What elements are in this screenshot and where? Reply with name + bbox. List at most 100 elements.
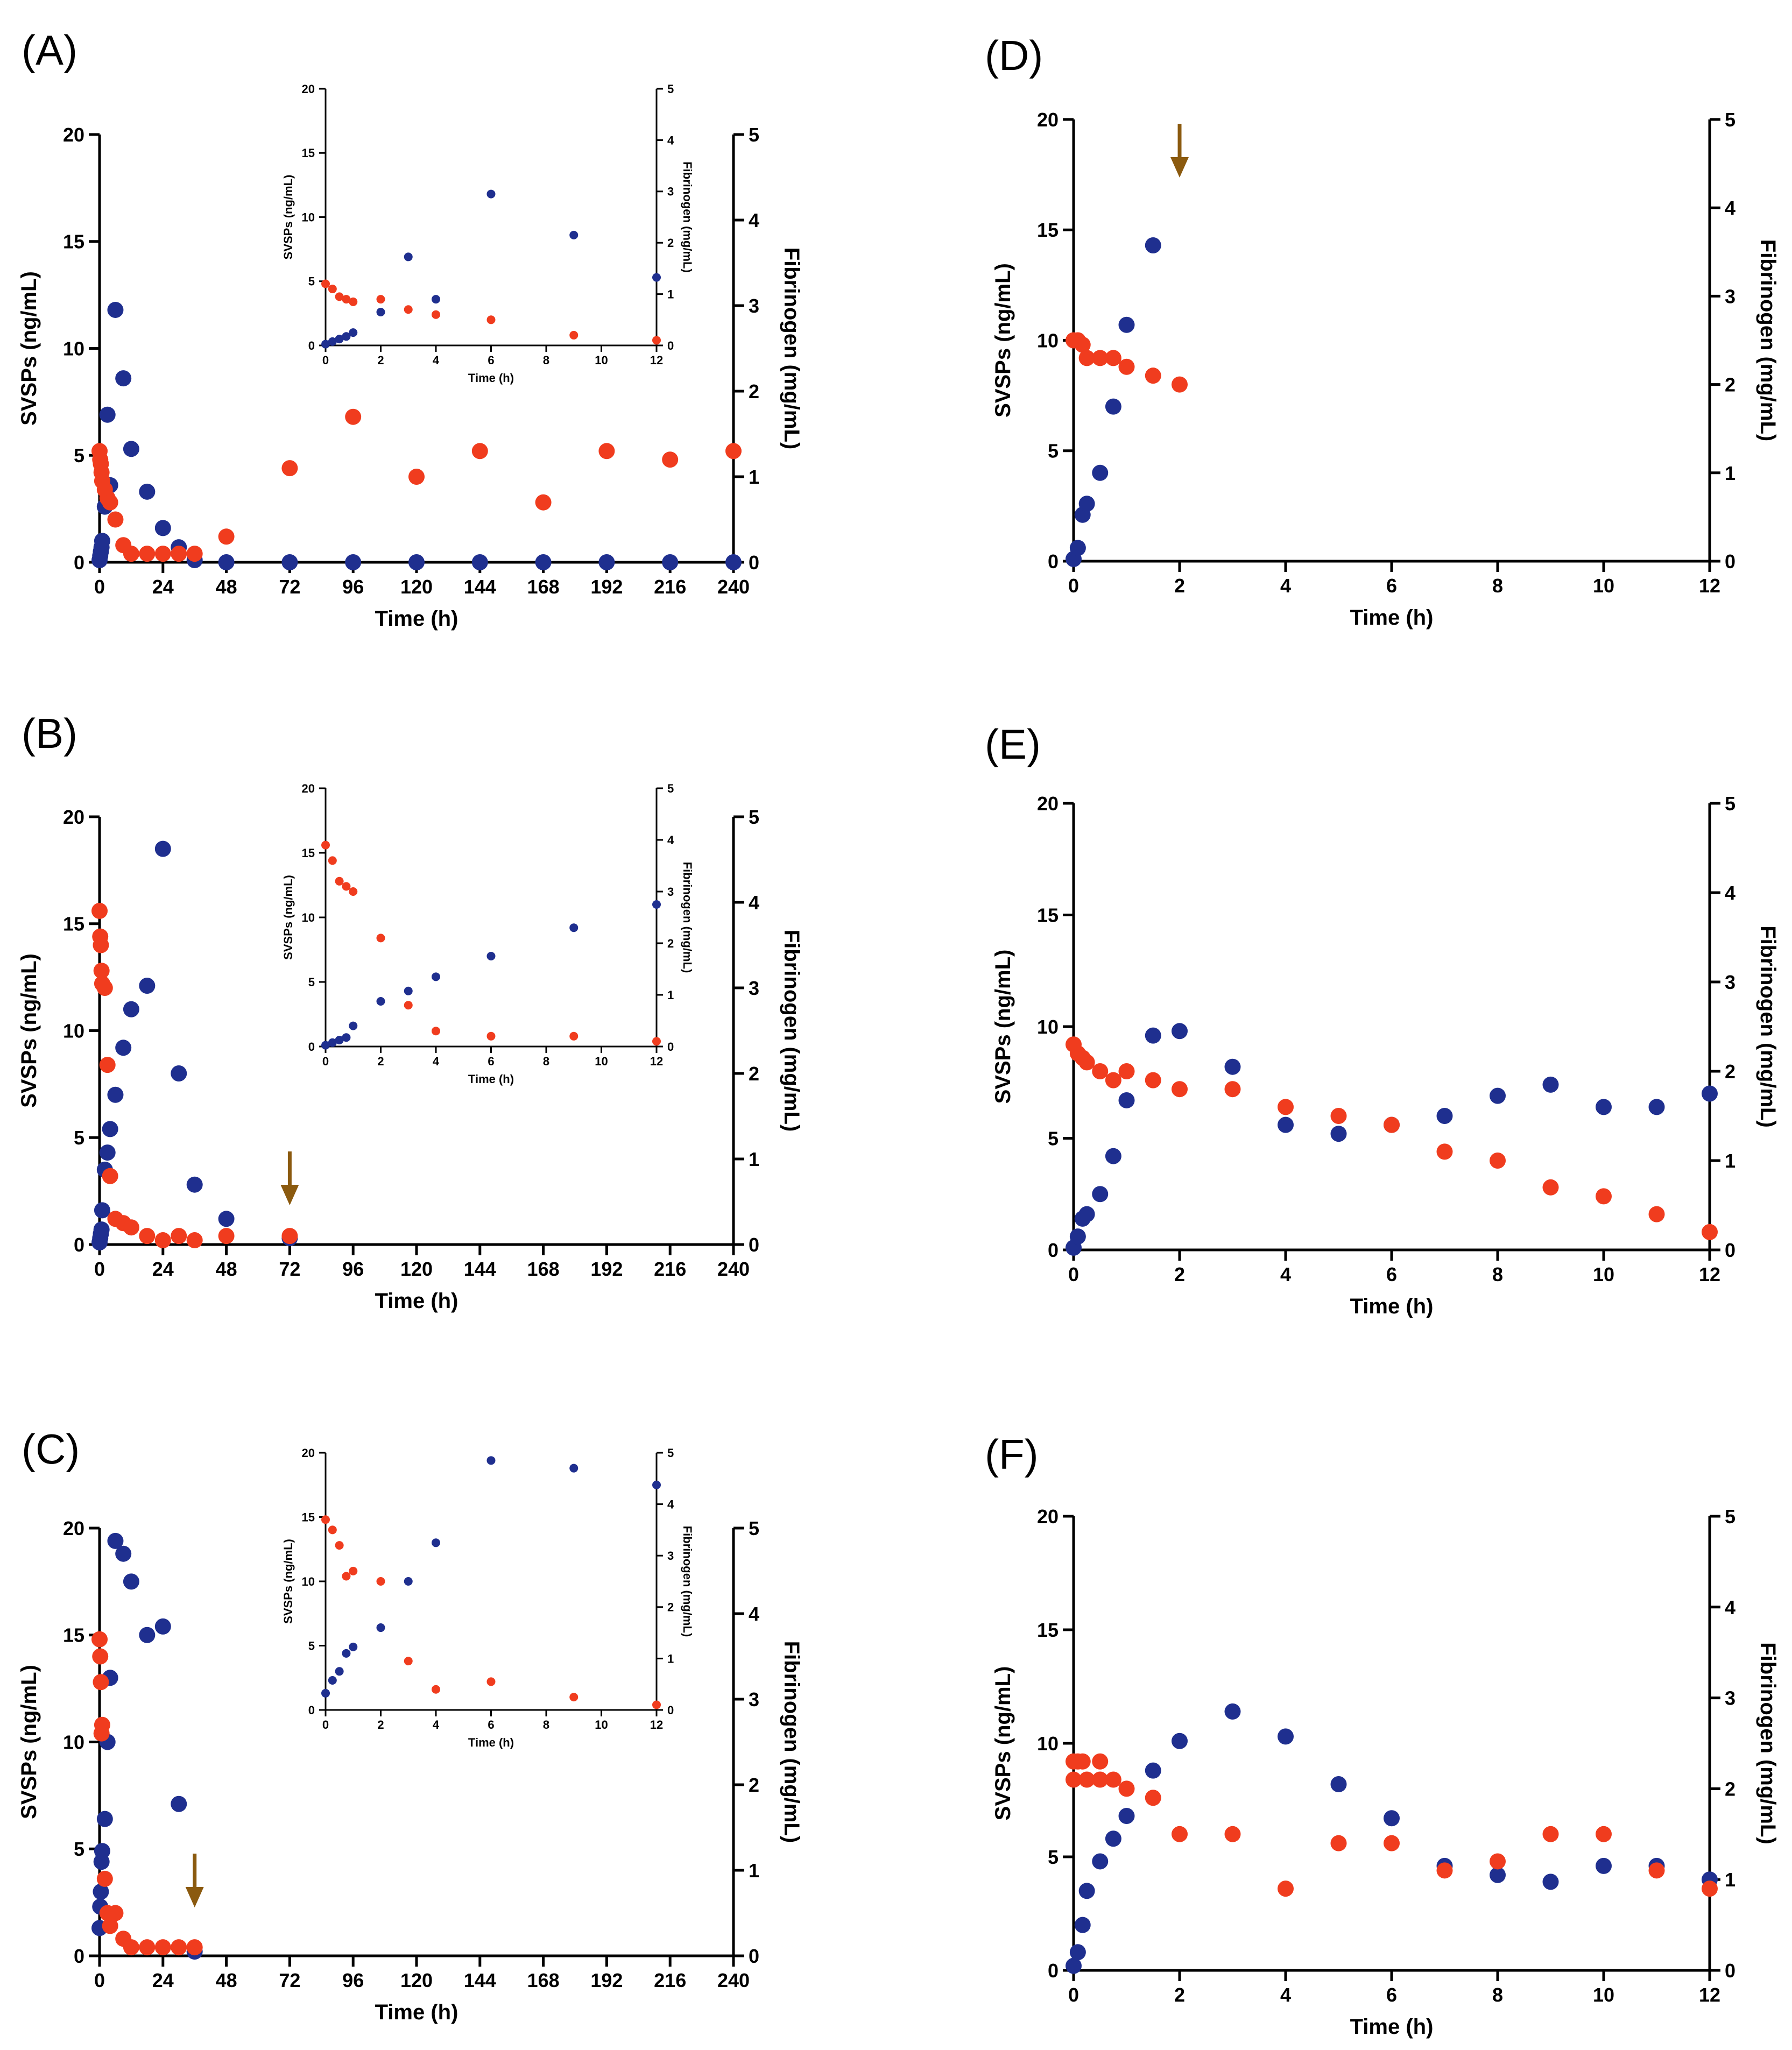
- svsps-point: [93, 1883, 109, 1900]
- x-tick-label: 10: [1593, 1263, 1614, 1285]
- svsps-point: [376, 307, 385, 316]
- fibrinogen-point: [96, 1870, 113, 1887]
- fibrinogen-point: [1436, 1143, 1453, 1160]
- x-tick-label: 12: [650, 1055, 663, 1068]
- x-axis-title: Time (h): [375, 1289, 458, 1313]
- y-tick-label-left: 5: [1048, 1127, 1059, 1149]
- y-tick-label-right: 0: [749, 1234, 759, 1256]
- x-tick-label: 216: [654, 1969, 686, 1991]
- svsps-point: [115, 1040, 132, 1056]
- svsps-point: [1224, 1703, 1241, 1720]
- y-tick-label-left: 20: [1037, 793, 1059, 815]
- series-svsps: [91, 1532, 203, 1960]
- x-tick-label: 72: [279, 576, 300, 598]
- fibrinogen-point: [1278, 1099, 1294, 1115]
- y-tick-label-right: 4: [667, 833, 674, 847]
- y-tick-label-left: 0: [308, 1703, 315, 1717]
- svsps-point: [94, 1202, 110, 1219]
- fibrinogen-point: [1118, 1780, 1135, 1797]
- svsps-point: [99, 406, 116, 423]
- fibrinogen-point: [321, 840, 330, 850]
- series-fibrinogen: [321, 840, 661, 1046]
- svsps-point: [486, 189, 496, 199]
- svsps-point: [99, 1144, 116, 1161]
- svsps-point: [486, 1456, 496, 1465]
- fibrinogen-point: [432, 1027, 440, 1036]
- panel-label: (E): [985, 720, 1041, 768]
- y-tick-label-right: 3: [667, 185, 674, 199]
- x-tick-label: 10: [1593, 1984, 1614, 2006]
- y-tick-label-left: 5: [74, 444, 84, 466]
- fibrinogen-point: [486, 315, 496, 324]
- x-axis-title: Time (h): [1350, 2015, 1434, 2039]
- fibrinogen-point: [123, 546, 139, 562]
- fibrinogen-point: [486, 1677, 496, 1686]
- svsps-point: [1074, 1917, 1091, 1933]
- svsps-point: [598, 554, 615, 570]
- y-tick-label-left: 5: [308, 275, 315, 288]
- fibrinogen-point: [93, 1674, 109, 1691]
- fibrinogen-point: [1118, 358, 1135, 375]
- svsps-point: [94, 1843, 110, 1860]
- svsps-point: [1542, 1874, 1559, 1890]
- x-tick-label: 12: [650, 354, 663, 367]
- y-tick-label-right: 4: [1725, 882, 1735, 904]
- y-tick-label-left: 15: [302, 1510, 315, 1524]
- y-tick-label-right: 2: [667, 937, 674, 950]
- svsps-point: [1702, 1085, 1718, 1102]
- x-tick-label: 48: [216, 576, 237, 598]
- fibrinogen-point: [335, 876, 344, 886]
- fibrinogen-point: [569, 1031, 578, 1041]
- y-tick-label-left: 10: [1037, 1016, 1059, 1038]
- y-tick-label-left: 15: [302, 846, 315, 860]
- svsps-point: [328, 337, 337, 346]
- fibrinogen-point: [486, 1031, 496, 1041]
- fibrinogen-point: [408, 469, 425, 485]
- x-tick-label: 24: [152, 576, 174, 598]
- svsps-point: [1092, 1853, 1109, 1870]
- x-tick-label: 2: [377, 1718, 384, 1731]
- y-tick-label-right: 5: [749, 806, 759, 828]
- x-tick-label: 6: [488, 354, 494, 367]
- svsps-point: [107, 1532, 124, 1549]
- x-tick-label: 0: [1068, 1263, 1079, 1285]
- x-tick-label: 6: [1386, 1263, 1397, 1285]
- svsps-point: [139, 1627, 156, 1643]
- fibrinogen-point: [1648, 1862, 1665, 1879]
- svsps-point: [1105, 1830, 1121, 1847]
- fibrinogen-point: [91, 1631, 108, 1648]
- svsps-point: [404, 1577, 413, 1586]
- y-axis-title-right: Fibrinogen (mg/mL): [681, 1526, 694, 1637]
- x-tick-label: 24: [152, 1258, 174, 1280]
- y-tick-label-right: 2: [749, 1063, 759, 1085]
- x-tick-label: 8: [1492, 575, 1503, 597]
- svsps-point: [652, 900, 661, 909]
- svsps-point: [154, 520, 171, 536]
- y-axis-title-left: SVSPs (ng/mL): [281, 875, 295, 960]
- series-fibrinogen: [91, 408, 742, 562]
- y-tick-label-right: 2: [1725, 374, 1735, 396]
- fibrinogen-point: [1092, 1753, 1109, 1770]
- y-tick-label-left: 20: [302, 782, 315, 795]
- svsps-point: [1145, 237, 1161, 253]
- fibrinogen-point: [652, 1037, 661, 1046]
- y-tick-label-right: 0: [667, 339, 674, 352]
- fibrinogen-point: [349, 887, 358, 896]
- fibrinogen-point: [1118, 1063, 1135, 1079]
- svsps-point: [1069, 1944, 1086, 1961]
- svsps-point: [1172, 1733, 1188, 1749]
- y-tick-label-right: 1: [667, 288, 674, 301]
- y-tick-label-right: 1: [1725, 1150, 1735, 1172]
- fibrinogen-point: [342, 295, 351, 304]
- y-tick-label-right: 4: [749, 1603, 759, 1625]
- svsps-point: [94, 533, 110, 549]
- y-tick-label-right: 1: [749, 1148, 759, 1170]
- y-tick-label-right: 3: [1725, 1687, 1735, 1709]
- svsps-point: [96, 1811, 113, 1827]
- y-axis-title-left: SVSPs (ng/mL): [991, 1666, 1015, 1821]
- x-tick-label: 6: [1386, 1984, 1397, 2006]
- svsps-point: [1078, 1206, 1095, 1222]
- svsps-point: [1278, 1116, 1294, 1133]
